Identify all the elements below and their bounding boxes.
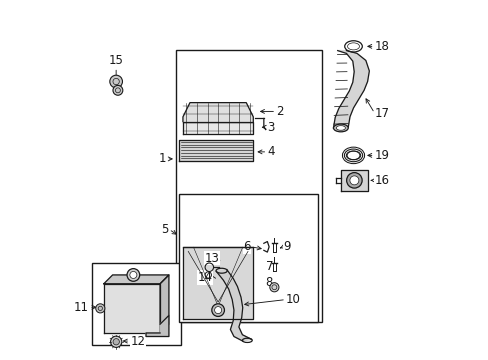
Polygon shape	[216, 270, 251, 341]
Text: 6: 6	[243, 240, 250, 253]
Text: 10: 10	[285, 293, 300, 306]
Ellipse shape	[336, 126, 345, 130]
Circle shape	[113, 85, 122, 95]
Text: 1: 1	[159, 152, 166, 165]
Polygon shape	[103, 275, 168, 284]
Polygon shape	[146, 315, 168, 337]
Text: 3: 3	[267, 121, 274, 134]
Polygon shape	[103, 284, 160, 333]
Circle shape	[130, 271, 137, 279]
Ellipse shape	[333, 124, 347, 132]
Text: 7: 7	[265, 260, 272, 273]
Polygon shape	[160, 275, 168, 333]
Circle shape	[211, 304, 224, 316]
Bar	[176, 50, 321, 323]
Text: 16: 16	[374, 174, 389, 187]
Text: 9: 9	[283, 240, 290, 253]
Polygon shape	[341, 170, 367, 190]
Text: 11: 11	[74, 301, 89, 314]
Polygon shape	[179, 140, 253, 161]
Bar	[179, 194, 318, 323]
Circle shape	[127, 269, 140, 281]
Circle shape	[96, 304, 104, 313]
Polygon shape	[183, 247, 253, 319]
Circle shape	[110, 75, 122, 88]
Polygon shape	[183, 122, 253, 134]
Text: 14: 14	[198, 271, 212, 284]
Text: 5: 5	[161, 223, 168, 236]
Polygon shape	[333, 51, 368, 128]
Text: 15: 15	[108, 54, 123, 67]
Text: 2: 2	[276, 105, 283, 118]
Text: 8: 8	[265, 276, 272, 289]
Text: 17: 17	[374, 107, 389, 120]
Text: 4: 4	[267, 145, 274, 158]
Circle shape	[113, 339, 119, 345]
Circle shape	[214, 307, 221, 314]
Text: 12: 12	[130, 334, 145, 347]
Text: 19: 19	[374, 149, 389, 162]
Circle shape	[349, 176, 358, 185]
Polygon shape	[183, 103, 253, 122]
Circle shape	[110, 336, 122, 347]
Circle shape	[346, 172, 362, 188]
Text: 13: 13	[204, 252, 219, 265]
Text: 18: 18	[374, 40, 389, 53]
Circle shape	[269, 283, 278, 292]
Bar	[91, 263, 181, 345]
